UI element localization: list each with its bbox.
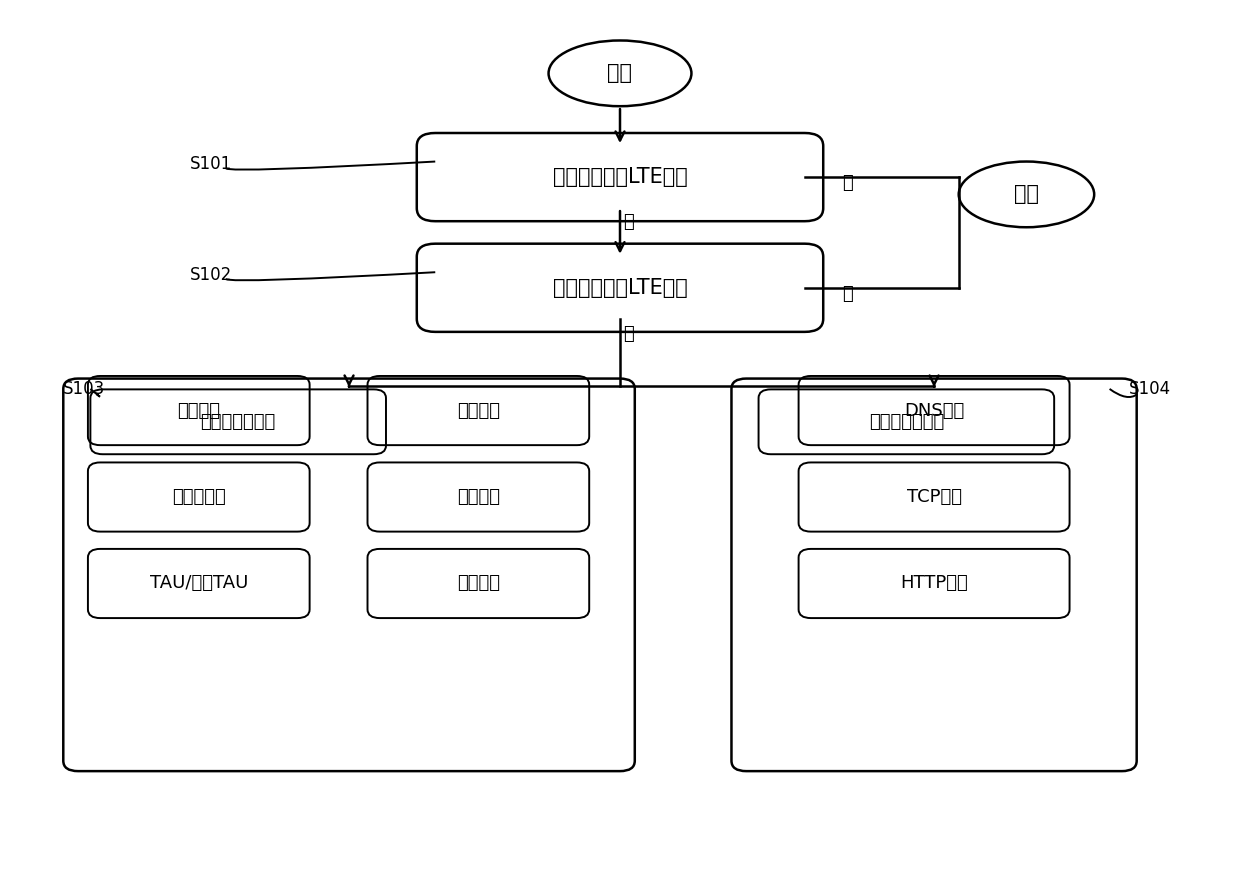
Text: 否: 否 <box>842 285 853 303</box>
Text: 网络重连: 网络重连 <box>177 402 221 420</box>
Text: S104: S104 <box>1128 380 1171 398</box>
Text: 承载建立: 承载建立 <box>456 488 500 506</box>
Text: 否: 否 <box>842 174 853 192</box>
Text: S103: S103 <box>63 380 105 398</box>
Text: HTTP业务: HTTP业务 <box>900 574 968 593</box>
Text: TAU/频繁TAU: TAU/频繁TAU <box>150 574 248 593</box>
Text: TCP握手: TCP握手 <box>906 488 961 506</box>
Text: 开始: 开始 <box>608 64 632 83</box>
Text: 是: 是 <box>624 213 634 231</box>
FancyBboxPatch shape <box>91 389 386 454</box>
Text: 初始上下文: 初始上下文 <box>172 488 226 506</box>
Text: 分析控制面数据: 分析控制面数据 <box>201 413 275 430</box>
Text: S101: S101 <box>190 155 232 173</box>
Text: 网络附着: 网络附着 <box>456 402 500 420</box>
Text: 分析用户面数据: 分析用户面数据 <box>869 413 944 430</box>
Text: 结束: 结束 <box>1014 184 1039 204</box>
Text: 终端是否支持LTE网络: 终端是否支持LTE网络 <box>553 278 687 298</box>
Text: S102: S102 <box>190 265 232 284</box>
Text: 用户是否开通LTE业务: 用户是否开通LTE业务 <box>553 167 687 187</box>
Text: 是: 是 <box>624 326 634 343</box>
FancyBboxPatch shape <box>759 389 1054 454</box>
Text: DNS解析: DNS解析 <box>904 402 965 420</box>
Text: 网络重连: 网络重连 <box>456 574 500 593</box>
